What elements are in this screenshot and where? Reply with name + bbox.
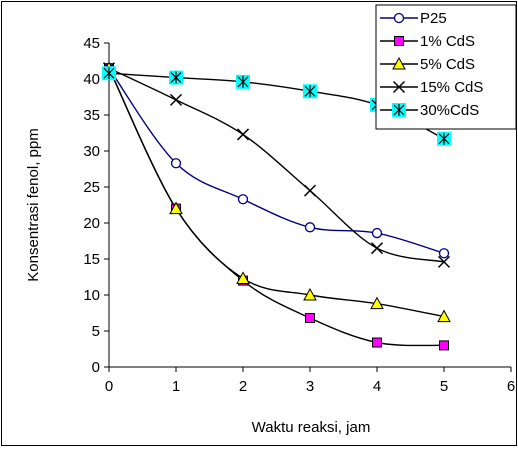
legend-marker [392,103,406,117]
data-point [372,337,382,348]
series-line [108,67,445,263]
data-point [437,255,451,268]
data-point-stroke [236,128,250,141]
data-point [438,248,450,259]
legend-marker [393,12,405,24]
legend-marker [392,56,406,70]
y-tick-label: 10 [83,287,100,304]
data-point-stroke [303,184,317,197]
y-tick-label: 5 [92,323,100,340]
legend-label: 1% CdS [420,33,475,50]
legend-label: 5% CdS [420,56,475,73]
y-tick-label: 35 [83,107,100,124]
data-point [303,84,317,99]
x-tick-label: 6 [507,378,515,395]
y-tick-label: 20 [83,215,100,232]
x-tick-label: 3 [306,378,314,395]
y-tick-label: 15 [83,251,100,268]
y-axis-label: Konsentrasi fenol, ppm [25,128,42,281]
legend-marker [392,80,406,94]
legend-marker [394,36,404,46]
data-point [237,194,249,205]
y-tick-label: 45 [83,35,100,52]
data-point [236,74,250,89]
y-tick-label: 30 [83,143,100,160]
x-tick-label: 5 [440,378,448,395]
legend-label: 15% CdS [420,79,483,96]
data-point [236,271,250,284]
data-point-stroke [169,93,183,106]
y-tick-label: 40 [83,71,100,88]
x-tick-label: 2 [239,378,247,395]
legend-item: 1% CdS [380,33,475,50]
data-point [305,313,315,324]
data-point-stroke [370,242,384,255]
data-point-stroke [437,255,451,268]
data-point [370,242,384,255]
data-point [102,66,116,81]
x-tick-label: 0 [105,378,113,395]
legend-marker-stroke [392,80,406,94]
legend-item: P25 [380,10,447,27]
legend-item: 5% CdS [380,56,475,73]
data-point [371,227,383,239]
x-axis-label: Waktu reaksi, jam [252,419,371,436]
y-tick-label: 25 [83,179,100,196]
data-point [437,309,451,323]
data-point [303,287,317,301]
legend-item: 15% CdS [380,79,483,96]
data-point [169,201,183,215]
data-point [439,340,449,351]
x-tick-label: 1 [172,378,180,395]
legend-label: 30%CdS [420,102,479,119]
data-point [236,128,250,141]
data-point [169,93,183,106]
legend: P25 1% CdS 5% CdS 15% CdS 30%CdS [375,4,517,130]
data-point [303,184,317,197]
data-point [370,296,384,310]
data-point [304,222,316,233]
data-point [437,131,451,146]
y-tick-label: 0 [92,359,100,376]
x-tick-label: 4 [373,378,381,395]
data-point [170,158,182,169]
legend-label: P25 [420,10,447,27]
legend-item: 30%CdS [380,102,479,119]
data-point [169,70,183,85]
